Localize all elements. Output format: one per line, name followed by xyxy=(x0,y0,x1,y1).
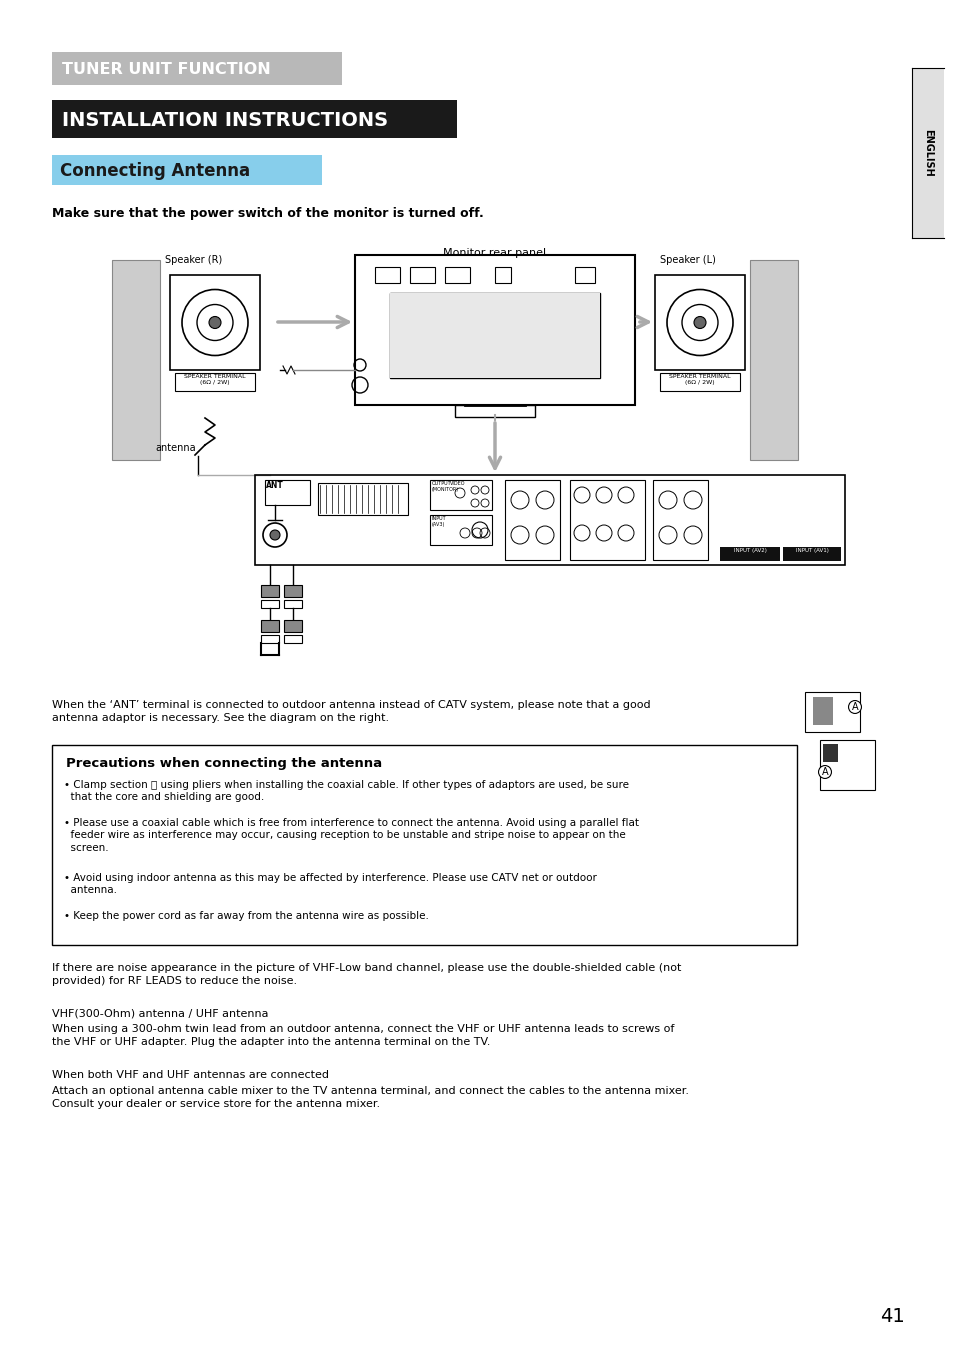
Bar xyxy=(375,267,399,282)
Text: A: A xyxy=(851,703,858,712)
Bar xyxy=(170,276,260,370)
Text: INPUT (AV2): INPUT (AV2) xyxy=(733,549,765,553)
Bar xyxy=(284,620,302,632)
Bar xyxy=(782,547,841,561)
Bar xyxy=(652,480,707,561)
Bar xyxy=(261,600,278,608)
Text: VHF(300-Ohm) antenna / UHF antenna: VHF(300-Ohm) antenna / UHF antenna xyxy=(52,1008,268,1019)
Text: SPEAKER TERMINAL
(6Ω / 2W): SPEAKER TERMINAL (6Ω / 2W) xyxy=(668,374,730,385)
Bar xyxy=(410,267,435,282)
Bar xyxy=(430,480,492,509)
Text: When both VHF and UHF antennas are connected: When both VHF and UHF antennas are conne… xyxy=(52,1070,329,1079)
Bar xyxy=(174,373,254,390)
Bar xyxy=(749,259,797,459)
Text: SPEAKER TERMINAL
(6Ω / 2W): SPEAKER TERMINAL (6Ω / 2W) xyxy=(184,374,246,385)
Bar xyxy=(52,100,456,138)
Text: • Clamp section Ⓐ using pliers when installing the coaxial cable. If other types: • Clamp section Ⓐ using pliers when inst… xyxy=(64,780,628,802)
Bar xyxy=(284,585,302,597)
Text: Make sure that the power switch of the monitor is turned off.: Make sure that the power switch of the m… xyxy=(52,207,483,220)
Text: • Please use a coaxial cable which is free from interference to connect the ante: • Please use a coaxial cable which is fr… xyxy=(64,817,639,852)
Text: ANT: ANT xyxy=(266,481,284,490)
Bar xyxy=(495,267,511,282)
Bar xyxy=(504,480,559,561)
Text: INPUT
(AV3): INPUT (AV3) xyxy=(432,516,446,527)
Text: If there are noise appearance in the picture of VHF-Low band channel, please use: If there are noise appearance in the pic… xyxy=(52,963,680,986)
Bar xyxy=(261,620,278,632)
Bar xyxy=(355,255,635,405)
Bar xyxy=(254,476,844,565)
Text: OUTPUT
(MONITOR): OUTPUT (MONITOR) xyxy=(432,481,458,492)
Bar xyxy=(659,373,740,390)
Text: INPUT (AV1): INPUT (AV1) xyxy=(795,549,827,553)
Text: Connecting Antenna: Connecting Antenna xyxy=(60,162,250,180)
Text: When the ‘ANT’ terminal is connected to outdoor antenna instead of CATV system, : When the ‘ANT’ terminal is connected to … xyxy=(52,700,650,723)
Text: A: A xyxy=(821,767,827,777)
Text: Speaker (L): Speaker (L) xyxy=(659,255,715,265)
Circle shape xyxy=(693,316,705,328)
Bar xyxy=(911,68,943,238)
Circle shape xyxy=(209,316,221,328)
Text: VIDEO: VIDEO xyxy=(450,481,465,486)
Bar xyxy=(804,692,859,732)
Text: • Avoid using indoor antenna as this may be affected by interference. Please use: • Avoid using indoor antenna as this may… xyxy=(64,873,597,896)
Bar xyxy=(317,484,408,515)
Text: antenna: antenna xyxy=(154,443,195,453)
Bar xyxy=(284,635,302,643)
Bar xyxy=(569,480,644,561)
Bar xyxy=(820,740,874,790)
Text: When using a 300-ohm twin lead from an outdoor antenna, connect the VHF or UHF a: When using a 300-ohm twin lead from an o… xyxy=(52,1024,674,1047)
Bar xyxy=(261,635,278,643)
Bar xyxy=(390,293,599,378)
Text: • Keep the power cord as far away from the antenna wire as possible.: • Keep the power cord as far away from t… xyxy=(64,911,429,921)
Bar xyxy=(52,51,341,85)
Text: Monitor rear panel: Monitor rear panel xyxy=(443,249,546,258)
Bar xyxy=(284,600,302,608)
Text: Precautions when connecting the antenna: Precautions when connecting the antenna xyxy=(66,757,382,770)
Bar xyxy=(52,155,322,185)
Bar xyxy=(261,585,278,597)
Text: TUNER UNIT FUNCTION: TUNER UNIT FUNCTION xyxy=(62,62,271,77)
Bar xyxy=(455,405,535,417)
Bar xyxy=(265,480,310,505)
Text: Speaker (R): Speaker (R) xyxy=(165,255,222,265)
Text: 41: 41 xyxy=(880,1306,904,1325)
Bar xyxy=(655,276,744,370)
Bar xyxy=(112,259,160,459)
Bar xyxy=(52,744,796,944)
Text: INSTALLATION INSTRUCTIONS: INSTALLATION INSTRUCTIONS xyxy=(62,111,388,130)
Bar xyxy=(390,293,599,378)
Bar xyxy=(112,259,160,459)
Bar xyxy=(430,515,492,544)
Text: ENGLISH: ENGLISH xyxy=(923,130,932,177)
Circle shape xyxy=(270,530,280,540)
Bar xyxy=(749,259,797,459)
Bar xyxy=(444,267,470,282)
Text: Attach an optional antenna cable mixer to the TV antenna terminal, and connect t: Attach an optional antenna cable mixer t… xyxy=(52,1086,688,1109)
Bar xyxy=(720,547,780,561)
Bar xyxy=(822,744,837,762)
Bar xyxy=(812,697,832,725)
Bar xyxy=(575,267,595,282)
